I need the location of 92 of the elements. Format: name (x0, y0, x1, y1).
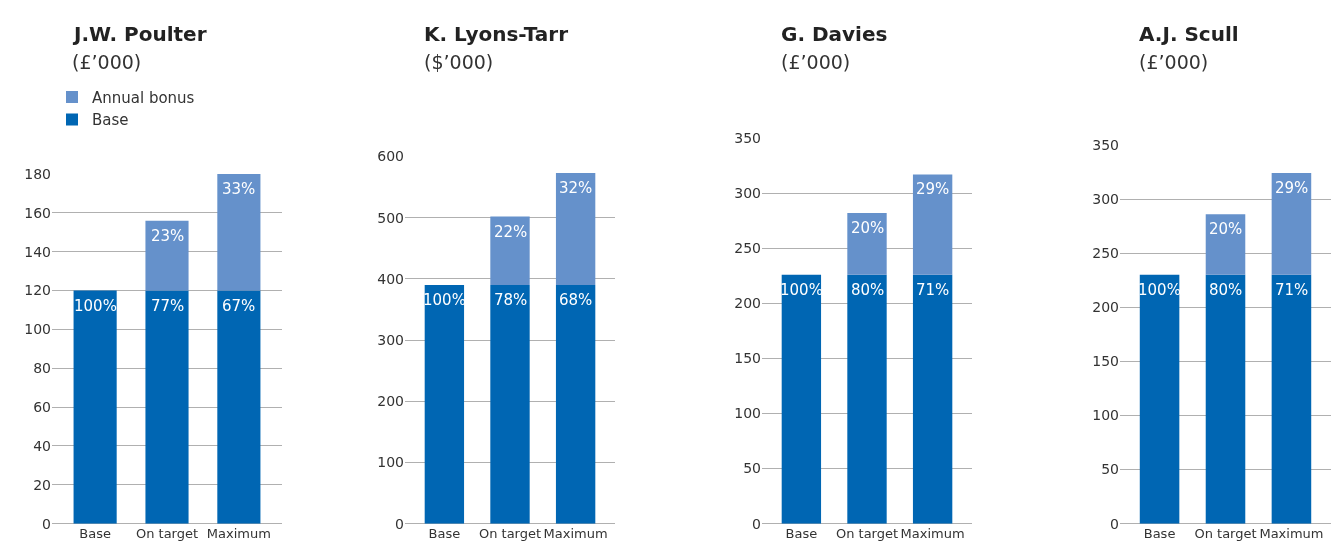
bar (1139, 274, 1180, 524)
y-tick-label: 20 (33, 476, 51, 493)
y-tick-label: 300 (1092, 190, 1119, 207)
y-tick-label: 500 (377, 209, 404, 226)
bar (912, 274, 953, 524)
x-tick-label: Base (785, 525, 818, 541)
chart-subtitle: (£’000) (72, 51, 142, 73)
x-tick-label: On target (1194, 525, 1257, 541)
y-tick-label: 100 (24, 321, 51, 338)
chart-title: J.W. Poulter (72, 22, 207, 46)
bar (847, 213, 887, 275)
y-tick-label: 50 (743, 460, 761, 477)
x-tick-label: On target (135, 525, 199, 541)
y-tick-label: 250 (734, 240, 761, 257)
annotation: 71% (916, 281, 950, 299)
annotation: 77% (151, 297, 185, 315)
annotation: 67% (222, 297, 256, 315)
bar (490, 216, 530, 286)
y-tick-label: 250 (1092, 245, 1119, 262)
y-tick-label: 0 (42, 515, 51, 532)
bar (1271, 274, 1312, 524)
bar (555, 285, 596, 524)
y-tick-label: 60 (33, 399, 51, 416)
annotation: 68% (559, 291, 593, 309)
annotation: 20% (851, 219, 885, 237)
chart-title: A.J. Scull (1139, 22, 1239, 46)
y-tick-label: 180 (24, 165, 51, 182)
bar (73, 290, 117, 524)
y-tick-label: 200 (1092, 299, 1119, 316)
y-tick-label: 80 (33, 360, 51, 377)
bar (847, 274, 887, 524)
chart-subtitle: (£’000) (781, 51, 851, 73)
annotation: 20% (1209, 220, 1243, 238)
x-tick-label: Base (428, 525, 461, 541)
bar (555, 173, 596, 286)
chart-title: G. Davies (781, 22, 888, 46)
annotation: 23% (151, 227, 185, 245)
bar (1205, 214, 1246, 275)
chart-subtitle: (£’000) (1139, 51, 1209, 73)
legend-label: Base (92, 111, 129, 130)
y-tick-label: 0 (1110, 515, 1119, 532)
x-tick-label: Maximum (1259, 525, 1324, 541)
bar (145, 220, 189, 291)
bar (1205, 274, 1246, 524)
y-tick-label: 350 (1092, 136, 1119, 153)
y-tick-label: 120 (24, 282, 51, 299)
annotation: 32% (559, 179, 593, 197)
bar (1271, 173, 1312, 275)
y-tick-label: 150 (1092, 353, 1119, 370)
y-tick-label: 300 (734, 185, 761, 202)
chart-title: K. Lyons-Tarr (424, 22, 569, 46)
annotation: 29% (916, 180, 950, 198)
y-tick-label: 350 (734, 130, 761, 147)
y-tick-label: 100 (1092, 407, 1119, 424)
y-tick-label: 400 (377, 270, 404, 287)
bar (912, 174, 953, 275)
bar (217, 174, 261, 291)
annotation: 100% (74, 297, 117, 315)
x-tick-label: Maximum (900, 525, 965, 541)
y-tick-label: 200 (377, 393, 404, 410)
bar (145, 290, 189, 524)
x-tick-label: Base (79, 525, 111, 541)
y-tick-label: 140 (24, 243, 51, 260)
chart-subtitle: ($’000) (424, 51, 494, 73)
y-tick-label: 200 (734, 295, 761, 312)
x-tick-label: On target (478, 525, 542, 541)
y-tick-label: 0 (395, 515, 404, 532)
bar (490, 285, 530, 524)
bar (781, 274, 822, 524)
y-tick-label: 0 (752, 515, 761, 532)
annotation: 22% (494, 223, 528, 241)
bar (217, 290, 261, 524)
bar (424, 285, 465, 524)
annotation: 78% (494, 291, 528, 309)
annotation: 29% (1275, 179, 1309, 197)
x-tick-label: Maximum (206, 525, 271, 541)
x-tick-label: On target (835, 525, 899, 541)
x-tick-label: Base (1143, 525, 1176, 541)
x-tick-label: Maximum (543, 525, 608, 541)
y-tick-label: 40 (33, 437, 51, 454)
y-tick-label: 50 (1101, 461, 1119, 478)
annotation: 71% (1275, 281, 1309, 299)
annotation: 80% (1209, 281, 1243, 299)
annotation: 33% (222, 180, 256, 198)
y-tick-label: 160 (24, 204, 51, 221)
annotation: 80% (851, 281, 885, 299)
y-tick-label: 600 (377, 148, 404, 165)
y-tick-label: 300 (377, 332, 404, 348)
y-tick-label: 150 (734, 350, 761, 367)
legend-label: Annual bonus (92, 88, 195, 107)
y-tick-label: 100 (734, 405, 761, 422)
y-tick-label: 100 (377, 454, 404, 471)
